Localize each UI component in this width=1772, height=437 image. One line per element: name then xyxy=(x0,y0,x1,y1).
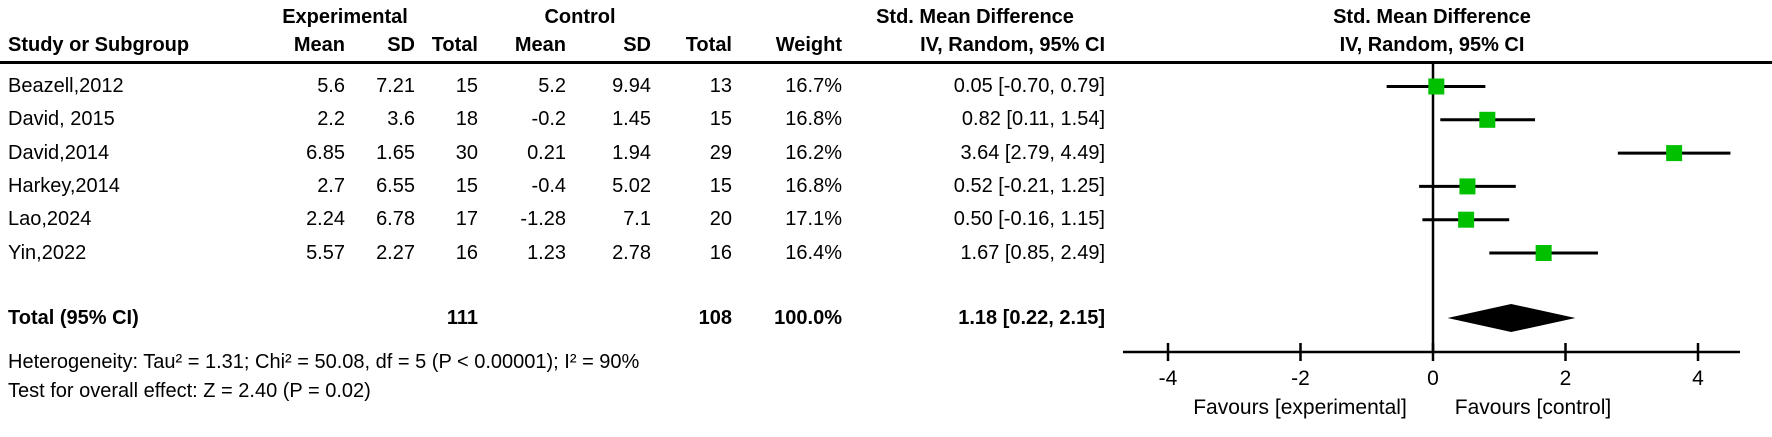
ctrl-total-column-header: Total xyxy=(685,34,732,56)
exp-mean: 5.57 xyxy=(306,241,345,264)
exp-mean: 2.7 xyxy=(317,174,345,197)
weight: 16.2% xyxy=(785,141,842,164)
exp-sd: 7.21 xyxy=(376,75,415,97)
exp-sd: 1.65 xyxy=(376,141,415,164)
study-row: Lao,2024 2.24 6.78 17 -1.28 7.1 20 17.1% 0.50 [-… xyxy=(0,203,1110,236)
study-name: Beazell,2012 xyxy=(8,75,124,97)
weight: 16.8% xyxy=(785,108,842,131)
exp-total: 15 xyxy=(455,75,478,97)
effect-marker xyxy=(1428,78,1445,95)
ctrl-mean: -0.2 xyxy=(531,108,566,131)
favours-left-label: Favours [experimental] xyxy=(1193,396,1407,419)
exp-total: 16 xyxy=(455,241,478,264)
exp-sd-column-header: SD xyxy=(387,34,415,56)
ctrl-sd: 1.45 xyxy=(612,108,651,131)
ci-text: 0.52 [-0.21, 1.25] xyxy=(953,174,1105,197)
exp-sd: 3.6 xyxy=(387,108,415,131)
favours-right-label: Favours [control] xyxy=(1455,396,1611,419)
axis-tick-label: -4 xyxy=(1159,367,1178,390)
exp-sd: 6.55 xyxy=(376,174,415,197)
ci-text: 0.05 [-0.70, 0.79] xyxy=(953,75,1105,97)
ci-text: 3.64 [2.79, 4.49] xyxy=(960,141,1105,164)
header-divider-line xyxy=(0,61,1772,64)
plot-subtitle: IV, Random, 95% CI xyxy=(1339,34,1525,56)
ctrl-mean: 5.2 xyxy=(538,75,566,97)
study-row: Harkey,2014 2.7 6.55 15 -0.4 5.02 15 16.8% 0.52 … xyxy=(0,170,1110,203)
study-name: Yin,2022 xyxy=(8,241,87,264)
summary-diamond xyxy=(1447,304,1576,332)
overall-effect-text: Test for overall effect: Z = 2.40 (P = 0… xyxy=(8,380,371,402)
ctrl-total: 16 xyxy=(709,241,732,264)
total-ctrl-n: 108 xyxy=(698,307,732,329)
effect-marker xyxy=(1666,145,1683,162)
ci-text: 0.82 [0.11, 1.54] xyxy=(961,108,1105,131)
weight-column-header: Weight xyxy=(775,34,842,56)
exp-sd: 6.78 xyxy=(376,208,415,231)
exp-mean: 5.6 xyxy=(317,75,345,97)
ctrl-total: 29 xyxy=(709,141,732,164)
ctrl-sd: 2.78 xyxy=(612,241,651,264)
effect-marker xyxy=(1479,111,1496,128)
heterogeneity-text: Heterogeneity: Tau² = 1.31; Chi² = 50.08… xyxy=(8,351,640,373)
weight: 16.7% xyxy=(785,75,842,97)
exp-total: 30 xyxy=(455,141,478,164)
exp-mean: 2.2 xyxy=(317,108,345,131)
weight: 17.1% xyxy=(785,208,842,231)
ctrl-total: 15 xyxy=(709,174,732,197)
study-name: Lao,2024 xyxy=(8,208,92,231)
axis-tick-label: -2 xyxy=(1291,367,1310,390)
total-weight: 100.0% xyxy=(774,307,842,329)
smd-column-header-line1: Std. Mean Difference xyxy=(876,6,1074,28)
axis-tick-label: 4 xyxy=(1692,367,1704,390)
ci-text: 0.50 [-0.16, 1.15] xyxy=(953,208,1105,231)
exp-mean: 6.85 xyxy=(306,141,345,164)
ctrl-mean-column-header: Mean xyxy=(514,34,566,56)
total-exp-n: 111 xyxy=(446,307,478,329)
control-group-header: Control xyxy=(544,6,616,28)
study-row: Yin,2022 5.57 2.27 16 1.23 2.78 16 16.4% 1.67 [0… xyxy=(0,237,1110,270)
exp-total: 15 xyxy=(455,174,478,197)
study-name: Harkey,2014 xyxy=(8,174,120,197)
effect-marker xyxy=(1535,245,1552,261)
study-row: Beazell,2012 5.6 7.21 15 5.2 9.94 13 16.7% 0.05 … xyxy=(0,70,1110,103)
ctrl-total: 15 xyxy=(709,108,732,131)
experimental-group-header: Experimental xyxy=(282,6,408,28)
effect-marker xyxy=(1458,211,1475,228)
ctrl-sd-column-header: SD xyxy=(623,34,651,56)
study-row: David,2014 6.85 1.65 30 0.21 1.94 29 16.2% 3.64 … xyxy=(0,137,1110,170)
smd-column-header-line2: IV, Random, 95% CI xyxy=(920,34,1105,56)
ctrl-mean: 0.21 xyxy=(527,141,566,164)
weight: 16.8% xyxy=(785,174,842,197)
exp-total: 17 xyxy=(455,208,478,231)
ctrl-sd: 9.94 xyxy=(612,75,651,97)
exp-mean-column-header: Mean xyxy=(293,34,345,56)
study-name: David, 2015 xyxy=(8,108,115,131)
exp-mean: 2.24 xyxy=(306,208,345,231)
plot-title: Std. Mean Difference xyxy=(1333,6,1531,28)
total-ci-text: 1.18 [0.22, 2.15] xyxy=(958,307,1105,329)
study-row: David, 2015 2.2 3.6 18 -0.2 1.45 15 16.8% 0.82 [… xyxy=(0,103,1110,136)
study-column-header: Study or Subgroup xyxy=(8,34,190,56)
ctrl-mean: 1.23 xyxy=(527,241,566,264)
total-row-label: Total (95% CI) xyxy=(8,307,139,329)
weight: 16.4% xyxy=(785,241,842,264)
ci-text: 1.67 [0.85, 2.49] xyxy=(960,241,1105,264)
ctrl-mean: -1.28 xyxy=(520,208,566,231)
total-row: Total (95% CI) 111 108 100.0% 1.18 [0.22… xyxy=(0,302,1110,335)
exp-sd: 2.27 xyxy=(376,241,415,264)
ctrl-total: 13 xyxy=(709,75,732,97)
effect-marker xyxy=(1459,178,1476,195)
ctrl-total: 20 xyxy=(709,208,732,231)
ctrl-sd: 7.1 xyxy=(623,208,651,231)
axis-tick-label: 0 xyxy=(1427,367,1439,390)
exp-total: 18 xyxy=(455,108,478,131)
ctrl-mean: -0.4 xyxy=(531,174,566,197)
ctrl-sd: 1.94 xyxy=(612,141,651,164)
exp-total-column-header: Total xyxy=(431,34,478,56)
study-name: David,2014 xyxy=(8,141,110,164)
axis-tick-label: 2 xyxy=(1560,367,1572,390)
ctrl-sd: 5.02 xyxy=(612,174,651,197)
